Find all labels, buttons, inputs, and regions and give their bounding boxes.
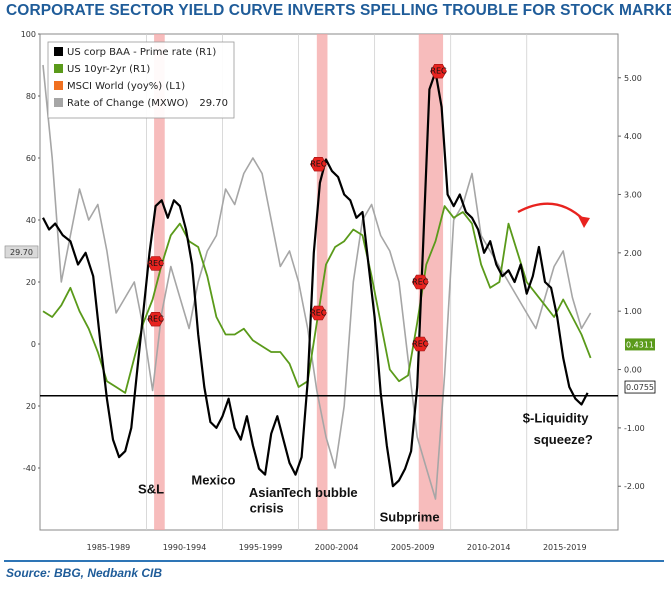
recession-flag-1: REC — [147, 311, 164, 327]
legend-item-2: US 10yr-2yr (R1) — [54, 64, 150, 75]
flag-label: REC — [147, 315, 164, 324]
recession-flag-2: REC — [147, 256, 164, 271]
right-green-text: 0.4311 — [626, 340, 654, 349]
legend-swatch — [54, 47, 63, 56]
annotation-8: squeeze? — [534, 432, 593, 447]
right-tick-label: -1.00 — [624, 424, 645, 433]
right-tick-label: 1.00 — [624, 307, 642, 316]
flag-hexagon — [411, 336, 429, 352]
annotation-6: Subprime — [380, 510, 440, 525]
legend-label: US corp BAA - Prime rate (R1) — [67, 47, 216, 58]
left-value-tag: 29.70 — [4, 245, 39, 259]
recession-flags: REC REC REC REC REC REC REC — [147, 64, 447, 352]
legend-swatch — [54, 98, 63, 107]
annotation-5: Tech bubble — [282, 485, 358, 500]
flag-hexagon — [310, 305, 327, 321]
series-rate-of-change — [42, 64, 592, 500]
recession-flag-5: REC — [411, 336, 429, 352]
legend-label: Rate of Change (MXWO) — [67, 98, 189, 109]
x-tick-label: 1995-1999 — [239, 543, 283, 552]
left-tick-label: 100 — [21, 30, 36, 39]
recession-band-2 — [316, 34, 328, 530]
annotation-7: $-Liquidity — [523, 410, 589, 425]
recession-flag-4: REC — [310, 157, 327, 172]
flag-hexagon — [310, 157, 327, 172]
right-tick-label: 4.00 — [624, 132, 642, 141]
trend-arrow — [517, 202, 585, 221]
right-green-tag: 0.4311 — [625, 338, 655, 351]
left-tick-label: 40 — [26, 216, 36, 225]
right-tick-label: 2.00 — [624, 249, 642, 258]
series-us-corp-baa-prime — [42, 70, 589, 488]
legend-label: US 10yr-2yr (R1) — [67, 64, 150, 75]
trend-arrow-head — [578, 216, 590, 228]
value-tags: 29.70 0.4311 0.0755 — [4, 245, 656, 394]
left-tag-box — [4, 245, 39, 259]
flag-label: REC — [412, 278, 429, 287]
flag-label: REC — [430, 67, 447, 76]
flag-label: REC — [412, 340, 429, 349]
series-us-10yr-2yr — [42, 205, 592, 394]
flag-hexagon — [411, 274, 429, 290]
left-tick-label: 20 — [26, 402, 36, 411]
right-black-box — [624, 380, 656, 394]
legend-item-1: US corp BAA - Prime rate (R1) — [54, 47, 216, 58]
legend-item-4: Rate of Change (MXWO) 29.70 — [54, 98, 228, 109]
right-green-box — [625, 338, 655, 351]
recession-flag-7: REC — [430, 64, 447, 79]
legend-box — [47, 41, 235, 119]
x-tick-label: 2015-2019 — [543, 543, 587, 552]
x-tick-label: 2010-2014 — [467, 543, 511, 552]
annotation-3: Asian — [249, 485, 284, 500]
chart-legend: US corp BAA - Prime rate (R1) US 10yr-2yr… — [47, 41, 235, 119]
right-tick-label: 5.00 — [624, 74, 642, 83]
recession-band-1 — [154, 34, 165, 530]
recession-flag-3: REC — [310, 305, 327, 321]
legend-label: MSCI World (yoy%) (L1) — [67, 81, 185, 92]
legend-item-3: MSCI World (yoy%) (L1) — [54, 81, 185, 92]
left-tick-label: 20 — [26, 278, 36, 287]
chart-series — [40, 64, 618, 500]
footer-divider — [4, 560, 664, 562]
annotation-2: Mexico — [191, 472, 235, 487]
left-tick-label: 0 — [31, 340, 36, 349]
x-tick-label: 2000-2004 — [315, 543, 359, 552]
chart-title: CORPORATE SECTOR YIELD CURVE INVERTS SPE… — [6, 2, 671, 19]
flag-label: REC — [310, 309, 327, 318]
right-tick-label: 3.00 — [624, 190, 642, 199]
right-black-tag: 0.0755 — [624, 380, 656, 394]
legend-swatch — [54, 64, 63, 73]
x-tick-label: 2005-2009 — [391, 543, 435, 552]
left-tick-label: 60 — [26, 154, 36, 163]
flag-hexagon — [147, 256, 164, 271]
flag-hexagon — [430, 64, 447, 79]
right-tick-label: 0.00 — [624, 366, 642, 375]
left-tag-text: 29.70 — [10, 248, 33, 257]
left-tick-label: -40 — [23, 464, 36, 473]
chart-axes: 100 80 60 40 20 0 20 -40 5.00 4.00 3.00 2.00 1.00 0.0… — [21, 30, 645, 552]
x-tick-label: 1985-1989 — [87, 543, 131, 552]
legend-swatch — [54, 81, 63, 90]
source-note: Source: BBG, Nedbank CIB — [6, 566, 163, 580]
x-tick-label: 1990-1994 — [163, 543, 207, 552]
flag-hexagon — [147, 311, 164, 327]
annotation-1: S&L — [138, 482, 164, 497]
flag-label: REC — [147, 259, 164, 268]
recession-flag-6: REC — [411, 274, 429, 290]
right-black-text: 0.0755 — [626, 383, 654, 392]
legend-value: 29.70 — [199, 98, 228, 109]
left-tick-label: 80 — [26, 92, 36, 101]
right-tick-label: -2.00 — [624, 482, 645, 491]
annotation-4: crisis — [250, 500, 284, 515]
flag-label: REC — [310, 160, 327, 169]
